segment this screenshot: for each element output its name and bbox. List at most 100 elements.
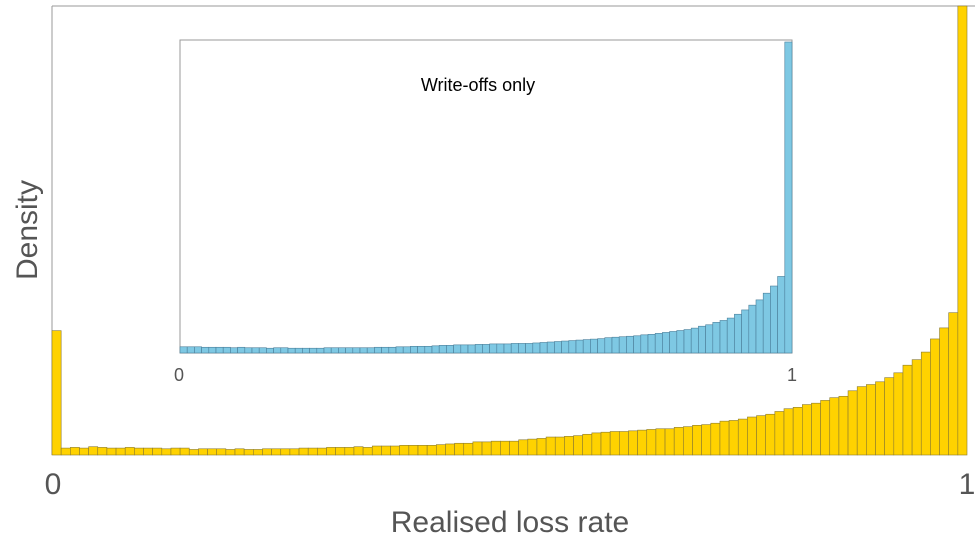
inset-bar (431, 345, 440, 354)
main-bar (79, 447, 89, 456)
main-bar (737, 418, 748, 456)
main-bar (902, 364, 913, 456)
main-bar (719, 420, 730, 456)
main-bar (564, 436, 574, 456)
inset-bar (532, 342, 541, 354)
main-bar (618, 431, 629, 456)
inset-bar (561, 340, 570, 354)
inset-bar (503, 343, 512, 354)
main-bar (353, 446, 364, 456)
inset-bar (748, 304, 757, 354)
main-bar (289, 448, 300, 456)
inset-bar (726, 317, 735, 354)
main-bar (490, 440, 501, 456)
inset-bar (568, 340, 577, 354)
inset-xtick-1: 1 (787, 365, 797, 385)
main-bar (756, 415, 766, 456)
main-bar (509, 440, 519, 456)
inset-bar (237, 346, 246, 354)
inset-bar (424, 345, 433, 354)
inset-bar (230, 347, 238, 354)
main-bar (609, 431, 620, 456)
main-bar (920, 351, 931, 456)
main-bar (939, 327, 949, 456)
inset-bar (669, 331, 678, 354)
main-bar (298, 447, 309, 456)
main-bar (664, 428, 675, 456)
inset-bar (719, 320, 728, 354)
main-bar (628, 430, 638, 456)
inset-bar (489, 343, 498, 354)
inset-bar (402, 346, 411, 354)
inset-bar (453, 344, 462, 354)
inset-bar (575, 339, 584, 354)
main-bar (683, 426, 693, 456)
inset-bar (496, 343, 505, 354)
inset-bar (215, 346, 224, 354)
inset-frame (179, 39, 793, 354)
main-bar (445, 443, 455, 456)
inset-bar (345, 347, 354, 354)
main-bar (399, 445, 410, 456)
inset-bar (654, 333, 663, 354)
inset-bar (474, 344, 483, 354)
inset-bar (374, 346, 382, 354)
inset-bar (316, 347, 325, 354)
main-bar (866, 384, 876, 456)
inset-bar (604, 337, 613, 354)
main-bar (51, 330, 62, 456)
main-bar (454, 442, 465, 456)
inset-bar (741, 309, 750, 354)
inset-title: Write-offs only (421, 75, 535, 95)
inset-bar (266, 347, 274, 354)
main-bar (911, 359, 922, 456)
main-bar (124, 447, 135, 456)
inset-bar (395, 346, 404, 354)
main-bar (893, 372, 904, 456)
main-bar (271, 448, 282, 456)
inset-bar (287, 347, 296, 354)
main-bar (527, 438, 538, 456)
main-bar (335, 447, 346, 456)
inset-bar (294, 347, 303, 354)
inset-bar (323, 347, 332, 354)
main-bar (554, 436, 565, 456)
main-bar (106, 447, 117, 456)
main-bar (710, 422, 721, 456)
inset-bar (417, 345, 426, 354)
inset-bar (338, 347, 346, 354)
x-axis-label: Realised loss rate (391, 506, 629, 539)
main-bar (820, 400, 831, 456)
main-bar (801, 404, 812, 456)
main-bar (198, 448, 208, 456)
main-bar (188, 449, 199, 456)
main-bar (838, 395, 849, 456)
inset-bar (273, 347, 282, 354)
main-bar (747, 416, 757, 456)
inset-bar (186, 346, 195, 354)
inset-bar (626, 335, 634, 354)
inset-bar (438, 345, 447, 354)
inset-bar (302, 347, 310, 354)
main-bar (243, 449, 254, 456)
main-bar (701, 424, 712, 456)
main-bar (280, 448, 291, 456)
main-bar (88, 446, 99, 456)
main-bar (792, 407, 803, 456)
inset-bar (460, 344, 469, 354)
main-bar (774, 411, 785, 456)
inset-bar (208, 346, 217, 354)
main-bar (344, 447, 355, 456)
inset-bar (647, 334, 656, 354)
inset-bar (640, 334, 649, 354)
inset-bar (388, 346, 397, 354)
inset-bar (734, 313, 742, 354)
inset-bar (309, 347, 318, 354)
inset-bar (690, 327, 699, 354)
inset-bar (244, 347, 253, 354)
inset-bar (597, 338, 606, 354)
main-bar (545, 436, 556, 456)
inset-bar (770, 285, 778, 354)
main-bar (573, 435, 583, 456)
inset-bar (611, 336, 620, 354)
